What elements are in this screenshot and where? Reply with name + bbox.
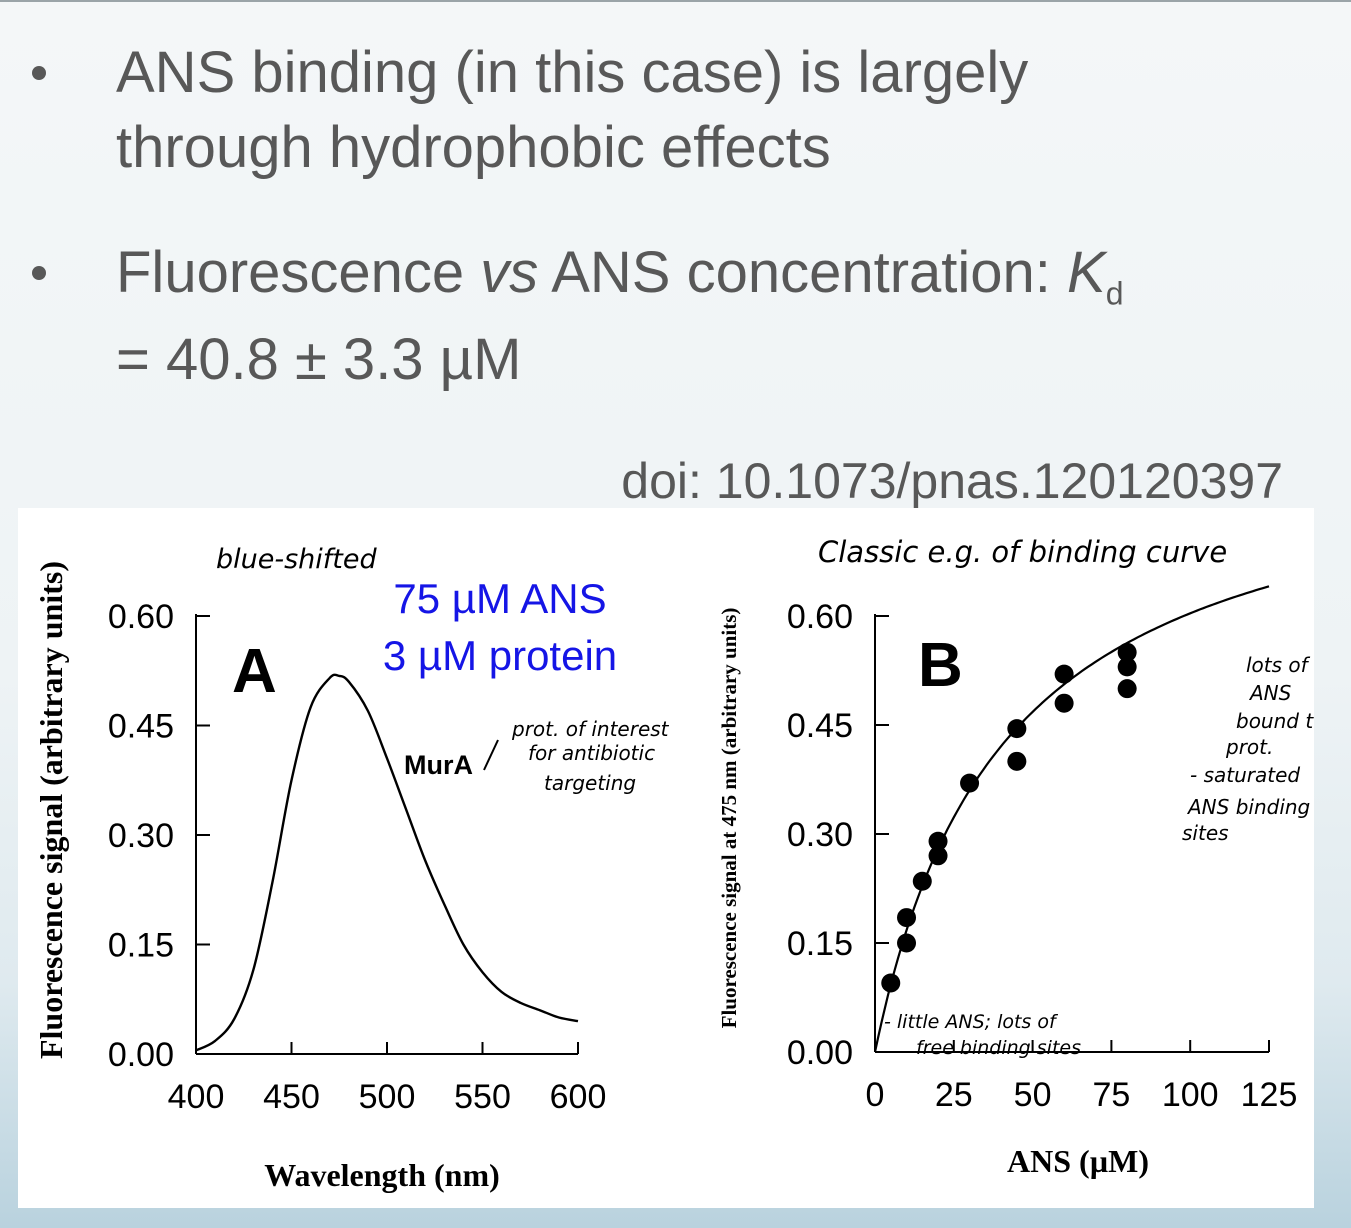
y-tick-label: 0.45 <box>787 707 853 745</box>
chart-b-hand-right-2: ANS <box>1248 681 1292 705</box>
data-point <box>1007 751 1027 771</box>
chart-b-hand-right-1: lots of <box>1246 653 1311 677</box>
chart-a-blue-note-2: 3 µM protein <box>383 632 617 679</box>
data-point <box>1007 719 1027 739</box>
chart-b-y-ticks: 0.00 0.15 0.30 0.45 0.60 <box>787 598 889 1072</box>
chart-b-hand-bottom-2: free binding sites <box>916 1037 1081 1059</box>
x-tick-label: 125 <box>1241 1076 1298 1114</box>
bullet-1-line-2: through hydrophobic effects <box>116 115 831 180</box>
x-tick-label: 550 <box>454 1078 511 1116</box>
y-tick-label: 0.30 <box>108 817 174 855</box>
chart-a-hand-side-2: for antibiotic <box>528 741 655 765</box>
data-point <box>1117 679 1137 699</box>
chart-a-hand-side-1: prot. of interest <box>511 717 670 741</box>
data-point <box>1117 642 1137 662</box>
chart-a-series-label: MurA <box>404 750 473 780</box>
x-tick-label: 450 <box>263 1078 320 1116</box>
chart-a-panel-letter: A <box>232 637 277 706</box>
chart-b: 0.00 0.15 0.30 0.45 0.60 0 25 50 75 100 125 B Cla… <box>717 535 1314 1179</box>
bullet-1-line-1: ANS binding (in this case) is largely <box>116 40 1029 105</box>
data-point <box>1054 664 1074 684</box>
y-tick-label: 0.15 <box>108 927 174 965</box>
y-tick-label: 0.15 <box>787 925 853 963</box>
chart-b-hand-right-5: - saturated <box>1190 763 1300 787</box>
data-point <box>1117 657 1137 677</box>
data-point <box>897 933 917 953</box>
chart-a-y-axis-title: Fluorescence signal (arbitrary units) <box>33 561 69 1059</box>
chart-b-x-ticks: 0 25 50 75 100 125 <box>866 1040 1298 1114</box>
data-point <box>928 831 948 851</box>
bullet-2-text-a: Fluorescence <box>116 240 481 305</box>
data-point <box>960 773 980 793</box>
x-tick-label: 75 <box>1092 1076 1130 1114</box>
bullet-2-line-2: = 40.8 ± 3.3 µM <box>116 327 522 392</box>
bullet-2-k-subscript: d <box>1105 275 1124 312</box>
y-tick-label: 0.60 <box>108 598 174 636</box>
chart-a: 0.00 0.15 0.30 0.45 0.60 400 450 500 550 600 A 7… <box>33 544 670 1193</box>
chart-a-blue-note-1: 75 µM ANS <box>393 575 606 622</box>
chart-b-hand-right-4: prot. <box>1225 735 1273 759</box>
chart-a-x-ticks: 400 450 500 550 600 <box>168 1042 607 1116</box>
chart-b-hand-right-7: sites <box>1182 821 1229 845</box>
data-point <box>928 846 948 866</box>
bullet-2-vs: vs <box>480 240 539 305</box>
figure-panel: 0.00 0.15 0.30 0.45 0.60 400 450 500 550 600 A 7… <box>18 508 1314 1208</box>
chart-b-panel-letter: B <box>918 631 963 700</box>
bullet-2-line-1: Fluorescence vs ANS concentration: Kd <box>116 237 1124 330</box>
x-tick-label: 600 <box>550 1078 607 1116</box>
x-tick-label: 25 <box>935 1076 973 1114</box>
x-tick-label: 0 <box>866 1076 885 1114</box>
bullet-2-k: K <box>1067 240 1106 305</box>
x-tick-label: 50 <box>1014 1076 1052 1114</box>
bullet-2-text-b: ANS concentration: <box>538 240 1068 305</box>
chart-a-series-line <box>195 673 579 1052</box>
chart-a-hand-side-3: targeting <box>544 771 636 795</box>
bullet-dot-2 <box>32 266 46 280</box>
data-point <box>881 973 901 993</box>
figure-svg: 0.000.150.300.450.60 400 450 500 550 600 A 7… <box>33 535 1314 1193</box>
data-point <box>912 871 932 891</box>
y-tick-label: 0.45 <box>108 708 174 746</box>
chart-a-hand-pointer <box>483 739 499 771</box>
y-tick-label: 0.30 <box>787 816 853 854</box>
chart-b-points <box>881 642 1137 993</box>
bullet-dot-1 <box>32 66 46 80</box>
x-tick-label: 100 <box>1162 1076 1219 1114</box>
chart-b-x-axis-title: ANS (µM) <box>1007 1143 1149 1179</box>
y-tick-label: 0.00 <box>108 1036 174 1074</box>
slide-top-rule <box>0 0 1351 2</box>
chart-b-y-axis-title: Fluorescence signal at 475 nm (arbitrary… <box>717 608 741 1029</box>
doi-reference: doi: 10.1073/pnas.120120397 <box>621 453 1283 509</box>
chart-a-hand-top: blue-shifted <box>216 544 377 575</box>
chart-b-hand-right-6: ANS binding <box>1186 795 1310 819</box>
chart-b-hand-bottom-1: - little ANS; lots of <box>884 1011 1059 1033</box>
x-tick-label: 500 <box>359 1078 416 1116</box>
chart-a-x-axis-title: Wavelength (nm) <box>264 1157 500 1193</box>
y-tick-label: 0.60 <box>787 598 853 636</box>
y-tick-label: 0.00 <box>787 1034 853 1072</box>
data-point <box>1054 693 1074 713</box>
chart-a-y-ticks: 0.00 0.15 0.30 0.45 0.60 <box>108 598 210 1074</box>
chart-b-hand-top: Classic e.g. of binding curve <box>818 535 1227 569</box>
x-tick-label: 400 <box>168 1078 225 1116</box>
data-point <box>897 908 917 928</box>
chart-b-hand-right-3: bound to <box>1236 709 1314 733</box>
